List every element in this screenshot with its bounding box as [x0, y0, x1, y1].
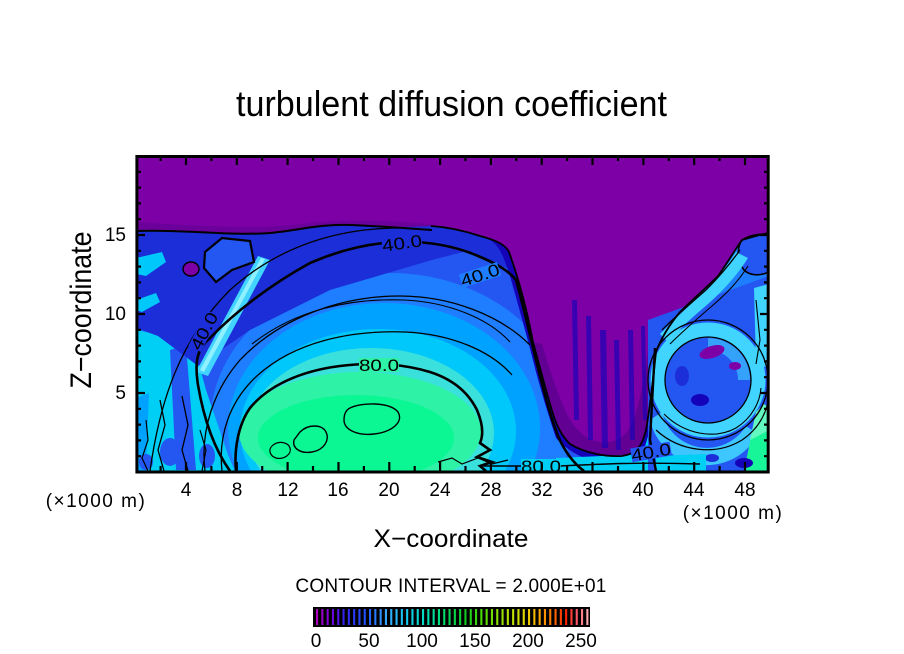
svg-text:150: 150 — [459, 631, 491, 652]
svg-text:0: 0 — [311, 631, 322, 652]
svg-text:X−coordinate: X−coordinate — [374, 525, 529, 553]
svg-text:40: 40 — [632, 480, 653, 501]
svg-text:36: 36 — [582, 480, 603, 501]
svg-text:turbulent diffusion coefficien: turbulent diffusion coefficient — [236, 83, 667, 124]
svg-text:32: 32 — [531, 480, 552, 501]
svg-text:80.0: 80.0 — [359, 356, 399, 375]
svg-text:24: 24 — [429, 480, 451, 501]
svg-text:50: 50 — [358, 631, 379, 652]
svg-text:15: 15 — [105, 225, 126, 246]
svg-text:(×1000 m): (×1000 m) — [46, 491, 147, 512]
svg-text:8: 8 — [232, 480, 243, 501]
svg-text:Z−coordinate: Z−coordinate — [65, 232, 98, 389]
svg-text:12: 12 — [277, 480, 298, 501]
svg-text:CONTOUR INTERVAL = 2.000E+01: CONTOUR INTERVAL = 2.000E+01 — [295, 576, 606, 597]
svg-text:20: 20 — [378, 480, 399, 501]
svg-text:4: 4 — [181, 480, 192, 501]
svg-text:200: 200 — [512, 631, 544, 652]
svg-text:16: 16 — [327, 480, 348, 501]
svg-text:5: 5 — [115, 383, 126, 404]
svg-text:(×1000 m): (×1000 m) — [683, 503, 784, 524]
svg-text:28: 28 — [480, 480, 501, 501]
svg-text:10: 10 — [105, 304, 126, 325]
svg-text:44: 44 — [683, 480, 705, 501]
svg-text:250: 250 — [565, 631, 597, 652]
svg-text:100: 100 — [406, 631, 438, 652]
svg-text:48: 48 — [734, 480, 755, 501]
